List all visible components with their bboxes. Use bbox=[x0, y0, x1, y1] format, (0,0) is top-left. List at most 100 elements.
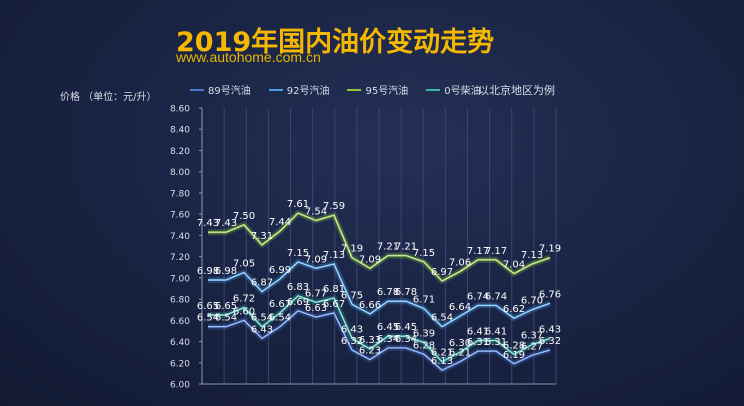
data-label: 6.71 bbox=[413, 295, 435, 306]
data-label: 6.62 bbox=[503, 304, 525, 315]
data-label: 6.21 bbox=[449, 348, 471, 359]
data-label: 6.98 bbox=[215, 266, 237, 277]
data-label: 6.32 bbox=[341, 336, 363, 347]
y-tick-label: 6.00 bbox=[170, 381, 190, 391]
y-tick-label: 6.80 bbox=[170, 296, 190, 306]
data-label: 7.19 bbox=[539, 244, 561, 255]
legend-swatch-89 bbox=[190, 88, 204, 91]
data-label: 7.13 bbox=[521, 250, 543, 261]
data-label: 6.65 bbox=[215, 301, 237, 312]
data-label: 7.50 bbox=[233, 211, 255, 222]
data-label: 6.45 bbox=[395, 322, 417, 333]
chart-subtitle: www.autohome.com.cn bbox=[176, 49, 321, 65]
data-label: 7.54 bbox=[305, 207, 327, 218]
data-label: 6.19 bbox=[503, 350, 525, 361]
data-label: 6.78 bbox=[377, 287, 399, 298]
region-note: 以北京地区为例 bbox=[478, 84, 555, 97]
data-label: 7.61 bbox=[287, 199, 309, 210]
data-label: 6.28 bbox=[413, 340, 435, 351]
data-label: 6.54 bbox=[251, 313, 273, 324]
data-label: 6.72 bbox=[233, 294, 255, 305]
data-label: 6.60 bbox=[233, 306, 255, 317]
data-label: 6.33 bbox=[359, 335, 381, 346]
data-label: 6.99 bbox=[269, 265, 291, 276]
y-axis-label: 价格 （单位：元/升） bbox=[60, 92, 157, 103]
data-label: 6.34 bbox=[395, 334, 417, 345]
series-line-highlight bbox=[208, 310, 551, 371]
legend-label-0: 0号柴油 bbox=[444, 86, 481, 97]
data-label: 6.43 bbox=[539, 324, 561, 335]
data-label: 7.13 bbox=[323, 250, 345, 261]
data-label: 6.54 bbox=[431, 313, 453, 324]
data-label: 6.31 bbox=[485, 337, 507, 348]
data-label: 6.37 bbox=[521, 331, 543, 342]
data-label: 6.74 bbox=[467, 291, 489, 302]
data-label: 6.77 bbox=[305, 288, 327, 299]
data-label: 6.76 bbox=[539, 289, 561, 300]
data-label: 7.44 bbox=[269, 217, 291, 228]
y-tick-label: 7.40 bbox=[170, 232, 190, 242]
data-label: 6.98 bbox=[197, 266, 219, 277]
data-label: 6.97 bbox=[431, 267, 453, 278]
y-tick-label: 8.40 bbox=[170, 126, 190, 136]
legend-label-92: 92号汽油 bbox=[286, 86, 330, 97]
data-label: 6.83 bbox=[287, 282, 309, 293]
data-label: 6.41 bbox=[467, 326, 489, 337]
data-label: 6.75 bbox=[341, 290, 363, 301]
legend-label-95: 95号汽油 bbox=[365, 86, 409, 97]
chart-title: 2019年国内油价变动走势 bbox=[176, 27, 495, 58]
legend-item-92: 92号汽油 bbox=[268, 82, 330, 97]
data-label: 6.39 bbox=[413, 329, 435, 340]
data-label: 7.21 bbox=[395, 242, 417, 253]
data-label: 7.09 bbox=[359, 254, 381, 265]
data-label: 6.45 bbox=[377, 322, 399, 333]
data-label: 7.19 bbox=[341, 244, 363, 255]
data-label: 7.43 bbox=[197, 218, 219, 229]
legend-item-89: 89号汽油 bbox=[190, 82, 251, 97]
y-tick-label: 7.00 bbox=[170, 274, 190, 284]
data-label: 6.78 bbox=[395, 287, 417, 298]
data-label: 7.09 bbox=[305, 254, 327, 265]
data-label: 6.21 bbox=[431, 348, 453, 359]
data-label: 7.43 bbox=[215, 218, 237, 229]
data-label: 7.59 bbox=[323, 201, 345, 212]
data-label: 7.17 bbox=[467, 246, 489, 257]
data-label: 6.54 bbox=[215, 313, 237, 324]
data-label: 6.81 bbox=[323, 284, 345, 295]
data-label: 6.64 bbox=[449, 302, 471, 313]
chart-legend: 89号汽油 92号汽油 95号汽油 0号柴油 bbox=[190, 82, 481, 97]
series-line-highlight bbox=[208, 261, 551, 328]
data-label: 6.54 bbox=[269, 313, 291, 324]
legend-item-95: 95号汽油 bbox=[347, 82, 408, 97]
data-label: 7.31 bbox=[251, 231, 273, 242]
data-label: 6.43 bbox=[251, 324, 273, 335]
data-label: 7.05 bbox=[233, 259, 255, 270]
data-label: 6.74 bbox=[485, 291, 507, 302]
data-label: 6.32 bbox=[539, 336, 561, 347]
data-label: 6.63 bbox=[305, 303, 327, 314]
data-label: 6.87 bbox=[251, 278, 273, 289]
data-label: 6.30 bbox=[449, 338, 471, 349]
data-label: 6.67 bbox=[323, 299, 345, 310]
data-label: 7.06 bbox=[449, 257, 471, 268]
y-tick-label: 7.60 bbox=[170, 211, 190, 221]
legend-item-0: 0号柴油 bbox=[426, 82, 481, 97]
data-label: 7.15 bbox=[287, 248, 309, 259]
y-tick-label: 6.40 bbox=[170, 338, 190, 348]
data-label: 6.65 bbox=[197, 301, 219, 312]
y-tick-label: 7.20 bbox=[170, 253, 190, 263]
legend-swatch-0 bbox=[426, 88, 441, 91]
data-label: 6.23 bbox=[359, 346, 381, 357]
data-label: 6.28 bbox=[503, 340, 525, 351]
data-label: 6.67 bbox=[269, 299, 291, 310]
data-label: 6.41 bbox=[485, 326, 507, 337]
y-tick-label: 8.20 bbox=[170, 147, 190, 157]
series-line-highlight bbox=[208, 295, 551, 363]
data-label: 6.66 bbox=[359, 300, 381, 311]
y-tick-label: 7.80 bbox=[170, 189, 190, 199]
data-label: 7.04 bbox=[503, 260, 525, 271]
data-label: 6.27 bbox=[521, 341, 543, 352]
legend-swatch-92 bbox=[268, 88, 283, 91]
legend-swatch-95 bbox=[347, 88, 362, 91]
